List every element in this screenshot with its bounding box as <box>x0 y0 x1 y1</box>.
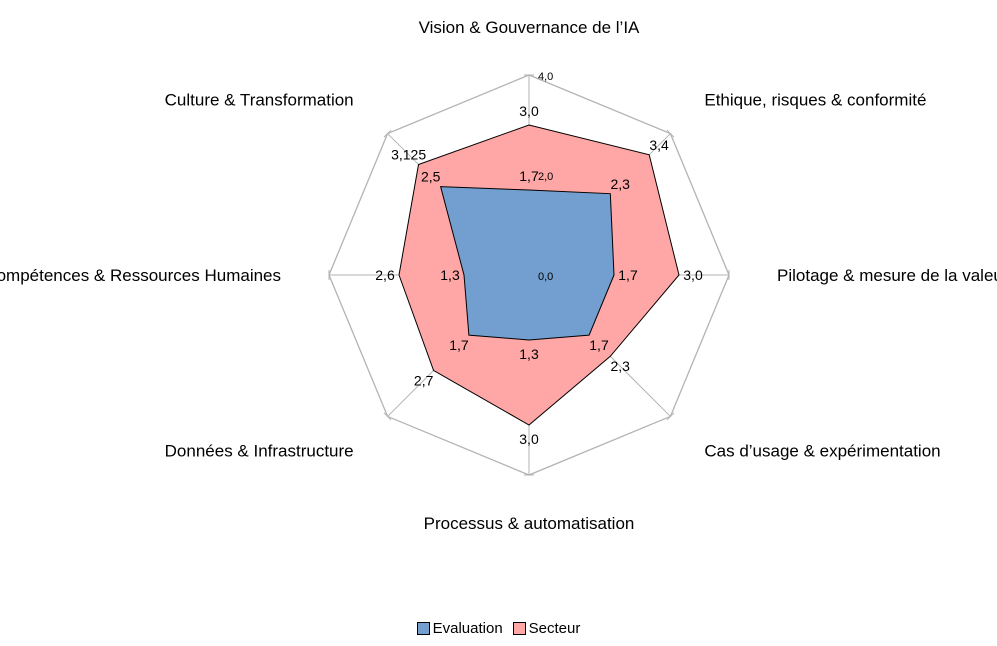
data-label-secteur: 3,0 <box>519 431 539 447</box>
legend-swatch-secteur <box>512 622 526 635</box>
data-label-secteur: 2,3 <box>610 358 630 374</box>
grid-spoke-tick <box>383 412 392 421</box>
data-label-evaluation: 1,3 <box>440 267 460 283</box>
category-label: Compétences & Ressources Humaines <box>0 266 281 285</box>
category-label: Pilotage & mesure de la valeur <box>777 266 997 285</box>
legend-swatch-evaluation <box>416 622 430 635</box>
category-label: Données & Infrastructure <box>165 441 354 460</box>
radar-series <box>398 124 680 426</box>
data-label-secteur: 3,4 <box>649 137 669 153</box>
grid-spoke-tick <box>666 129 675 138</box>
category-label: Vision & Gouvernance de l’IA <box>419 18 640 37</box>
data-label-evaluation: 1,7 <box>589 337 609 353</box>
data-label-evaluation: 1,3 <box>519 346 539 362</box>
data-label-secteur: 3,0 <box>519 103 539 119</box>
category-label: Ethique, risques & conformité <box>704 91 926 110</box>
grid-spoke-tick <box>666 412 675 421</box>
data-label-evaluation: 1,7 <box>449 337 469 353</box>
data-label-evaluation: 1,7 <box>519 168 539 184</box>
legend-item-secteur: Secteur <box>512 620 581 637</box>
scale-label-min: 0,0 <box>538 271 553 283</box>
chart-legend: Evaluation Secteur <box>0 620 997 637</box>
data-label-secteur: 3,125 <box>391 147 426 163</box>
data-label-evaluation: 2,3 <box>610 176 630 192</box>
scale-label-max: 4,0 <box>538 71 553 83</box>
data-label-secteur: 2,7 <box>414 372 434 388</box>
series-area-evaluation <box>439 186 615 341</box>
data-label-evaluation: 2,5 <box>421 169 441 185</box>
category-label: Processus & automatisation <box>424 514 635 533</box>
data-label-secteur: 3,0 <box>683 267 703 283</box>
scale-label-mid: 2,0 <box>538 171 553 183</box>
grid-spoke-tick <box>383 129 392 138</box>
category-label: Culture & Transformation <box>165 91 354 110</box>
category-label: Cas d’usage & expérimentation <box>704 441 940 460</box>
legend-label-secteur: Secteur <box>528 620 581 637</box>
data-label-secteur: 2,6 <box>375 267 395 283</box>
data-label-evaluation: 1,7 <box>618 267 638 283</box>
legend-item-evaluation: Evaluation <box>416 620 503 637</box>
legend-label-evaluation: Evaluation <box>432 620 503 637</box>
